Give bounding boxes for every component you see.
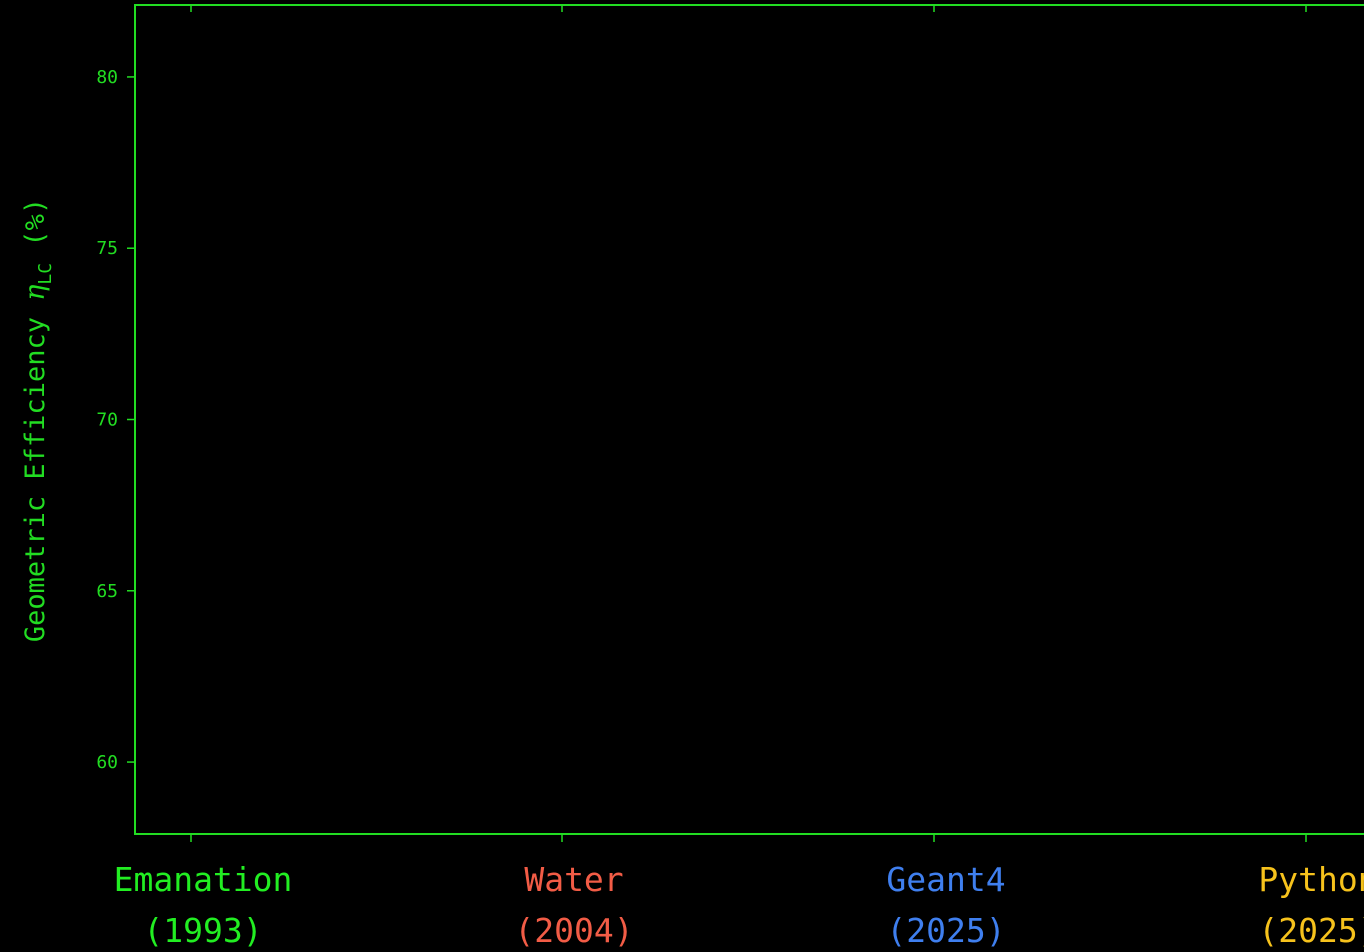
y-axis-title-subscript: LC [35, 263, 56, 285]
y-tick-label: 65 [96, 581, 118, 602]
y-tick-label: 80 [96, 67, 118, 88]
x-axis-category-labels: Emanation (1993) Water (2004) Geant4 (2025) Py… [114, 860, 1364, 950]
x-category-year: (2025) [1258, 911, 1364, 950]
y-tick-label: 60 [96, 752, 118, 773]
y-tick-label: 75 [96, 238, 118, 259]
x-category-name: Geant4 [886, 860, 1005, 899]
y-axis-ticks: 60 65 70 75 80 [96, 67, 135, 773]
y-axis-title: Geometric Efficiency ηLC (%) [20, 198, 56, 642]
y-axis-title-symbol: η [20, 285, 51, 301]
x-category-year: (2004) [514, 911, 633, 950]
x-category-name: Emanation [114, 860, 293, 899]
y-axis-title-prefix: Geometric Efficiency [20, 301, 51, 642]
x-category-year: (2025) [886, 911, 1005, 950]
x-category-year: (1993) [143, 911, 262, 950]
y-axis-title-suffix: (%) [20, 198, 51, 263]
x-axis-ticks [190, 5, 1307, 842]
x-category-name: Python [1258, 860, 1364, 899]
y-tick-label: 70 [96, 410, 118, 431]
x-category-name: Water [524, 860, 623, 899]
